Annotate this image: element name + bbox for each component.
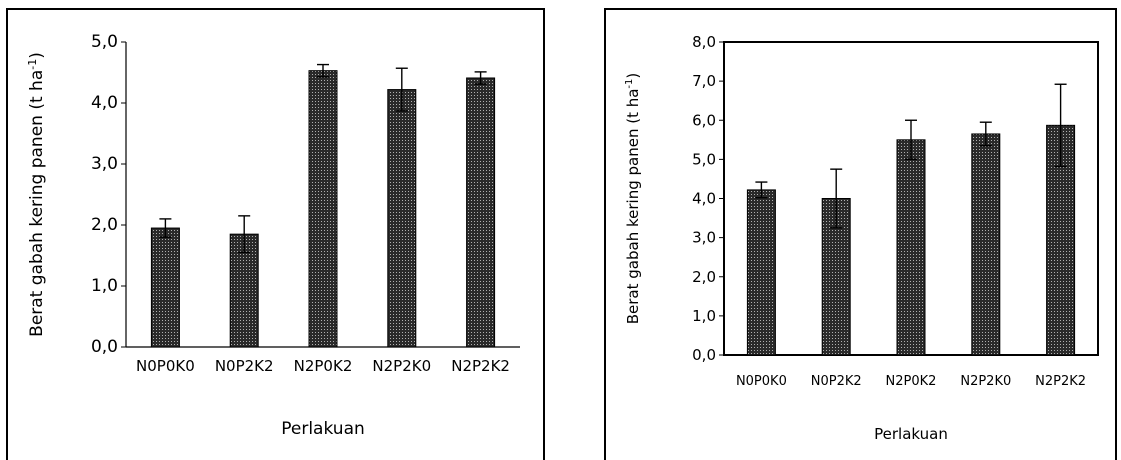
bar-chart-right: 0,0 1,0 2,0 3,0 4,0 5,0 6,0 7,0 8,0 N0P0K0 N0P2K2 N… <box>624 33 1099 443</box>
y-tick-label: 2,0 <box>692 268 716 286</box>
y-tick-label: 5,0 <box>692 150 716 168</box>
y-axis-title: Berat gabah kering panen (t ha-1) <box>624 73 642 325</box>
y-axis-title: Berat gabah kering panen (t ha-1) <box>26 52 47 337</box>
y-tick-label: 6,0 <box>692 111 716 129</box>
y-axis-title-superscript: -1 <box>624 79 635 89</box>
y-tick-label: 1,0 <box>692 307 716 325</box>
bar-n0p0k0 <box>150 227 180 348</box>
y-tick-label: 8,0 <box>692 33 716 51</box>
bar-n0p0k0 <box>746 189 776 356</box>
bar-n2p0k2 <box>308 70 338 348</box>
x-tick-label-n2p2k0: N2P2K0 <box>372 357 431 375</box>
y-axis-title-text: Berat gabah kering panen (t ha <box>27 70 47 337</box>
x-tick-label-n0p0k0: N0P0K0 <box>136 357 195 375</box>
y-tick-label: 4,0 <box>91 93 118 113</box>
y-axis-title-superscript: -1 <box>26 59 39 70</box>
y-tick-label: 5,0 <box>91 32 118 52</box>
y-tick-label: 7,0 <box>692 72 716 90</box>
y-tick-label: 2,0 <box>91 215 118 235</box>
x-axis-title: Perlakuan <box>874 425 948 443</box>
x-tick-label-n0p2k2: N0P2K2 <box>215 357 274 375</box>
bar-n2p2k0 <box>387 89 417 348</box>
x-tick-label-n2p2k0: N2P2K0 <box>960 374 1011 389</box>
x-tick-label-n0p2k2: N0P2K2 <box>811 374 862 389</box>
bar-chart-left: 0,0 1,0 2,0 3,0 4,0 5,0 N0P0K0 N0P2K2 N2P0K2 N2P2… <box>26 32 520 439</box>
x-tick-label-n2p2k2: N2P2K2 <box>1035 374 1086 389</box>
y-tick-label: 0,0 <box>91 337 118 357</box>
x-axis-title: Perlakuan <box>281 419 365 439</box>
x-tick-label-n2p0k2: N2P0K2 <box>294 357 353 375</box>
y-axis-title-paren: ) <box>624 73 642 79</box>
bar-n2p2k2 <box>466 77 496 348</box>
y-tick-label: 1,0 <box>91 276 118 296</box>
chart-panel-left: 0,0 1,0 2,0 3,0 4,0 5,0 N0P0K0 N0P2K2 N2P0K2 N2P2… <box>6 8 545 460</box>
y-axis-title-text: Berat gabah kering panen (t ha <box>624 89 642 325</box>
bar-n2p2k0 <box>971 133 1001 356</box>
y-tick-label: 3,0 <box>692 229 716 247</box>
chart-panel-right: 0,0 1,0 2,0 3,0 4,0 5,0 6,0 7,0 8,0 N0P0K0 N0P2K2 N… <box>604 8 1117 460</box>
y-tick-label: 0,0 <box>692 346 716 364</box>
y-axis-title-paren: ) <box>27 52 47 59</box>
bar-n2p0k2 <box>896 139 926 356</box>
x-tick-label-n2p0k2: N2P0K2 <box>886 374 937 389</box>
y-tick-label: 3,0 <box>91 154 118 174</box>
y-tick-label: 4,0 <box>692 190 716 208</box>
x-tick-label-n2p2k2: N2P2K2 <box>451 357 510 375</box>
x-tick-label-n0p0k0: N0P0K0 <box>736 374 787 389</box>
